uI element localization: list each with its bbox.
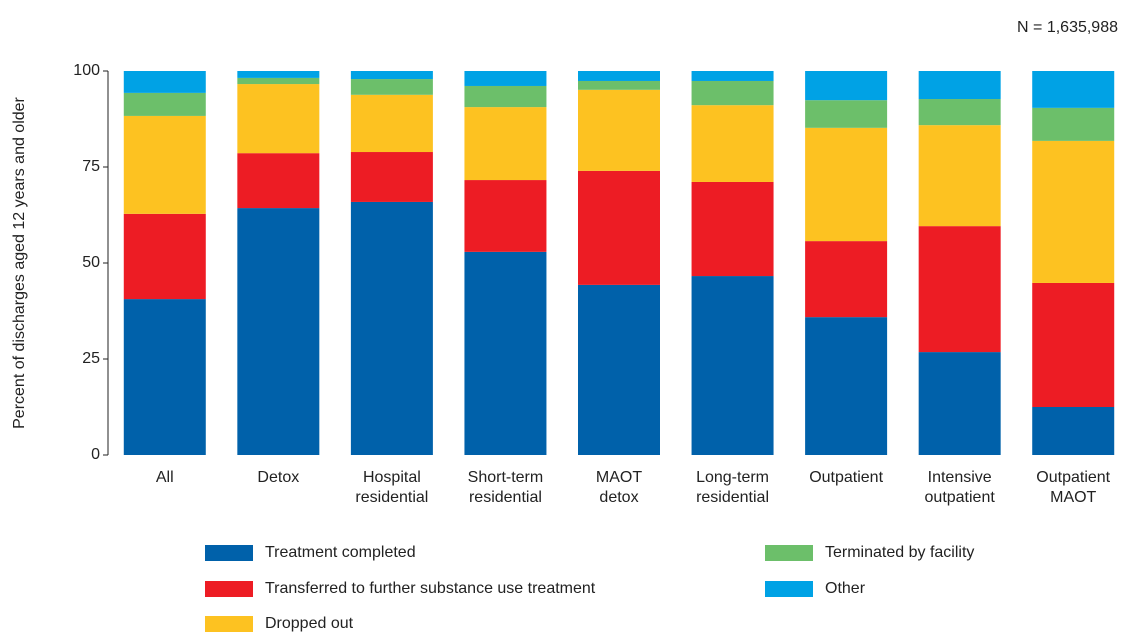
bar-segment [805,71,888,101]
x-tick-label: Short-term residential [467,469,544,506]
note: N = 1,635,988 [1017,19,1118,36]
legend-swatch [205,616,253,632]
bar-segment [350,201,433,455]
bar-segment [1032,282,1115,407]
bar-segment [237,208,320,455]
x-tick-label: Outpatient MAOT [1036,469,1111,506]
bar-segment [578,89,660,171]
bar-segment [1032,71,1115,108]
bar-segment [805,241,888,318]
bar-segment [691,276,774,455]
bar-segment [1032,107,1115,141]
bar-segment [464,251,547,455]
x-tick-label: All [155,469,174,486]
bar-segment [918,226,1001,353]
bar-segment [578,80,660,90]
x-tick-label: MAOT detox [595,469,643,506]
bar-segment [805,127,888,242]
y-tick-label: 25 [82,350,100,367]
bar-segment [464,71,547,86]
bar-segment [805,317,888,455]
legend-label: Transferred to further substance use tre… [265,580,596,597]
bar-segment [123,92,206,116]
bar-segment [1032,407,1115,455]
bar-segment [350,94,433,153]
y-tick-label: 75 [82,158,100,175]
bar-segment [237,77,320,85]
x-tick-label: Outpatient [809,469,884,486]
y-tick-label: 0 [91,446,100,463]
legend-label: Terminated by facility [825,544,974,561]
bar-segment [350,152,433,202]
bar-segment [237,71,320,78]
bar-segment [237,84,320,154]
y-tick-label: 50 [82,254,100,271]
bar-segment [918,71,1001,100]
bar-segment [123,115,206,214]
bar-segment [350,71,433,80]
y-tick-label: 100 [73,62,100,79]
bar-segment [691,80,774,106]
bar-segment [123,213,206,300]
bar-segment [691,181,774,277]
x-tick-label: Hospital residential [355,469,429,506]
y-axis-label: Percent of discharges aged 12 years and … [11,96,28,428]
bar-segment [350,79,433,95]
bar-segment [464,180,547,252]
bar-segment [691,71,774,81]
bar-segment [464,85,547,108]
bar-segment [123,299,206,455]
bar-segment [578,284,660,455]
legend-swatch [205,545,253,561]
legend-label: Treatment completed [265,544,416,561]
legend-swatch [205,581,253,597]
bar-segment [805,100,888,128]
bar-segment [918,99,1001,126]
bar-segment [237,153,320,209]
bar-segment [918,352,1001,455]
legend-label: Other [825,580,866,597]
bar-segment [578,71,660,81]
bar-segment [918,125,1001,227]
bar-segment [123,71,206,93]
legend-swatch [765,545,813,561]
x-tick-label: Intensive outpatient [924,469,995,506]
legend-swatch [765,581,813,597]
bar-segment [464,107,547,181]
x-tick-label: Long-term residential [696,469,770,506]
legend-label: Dropped out [265,615,354,632]
bar-segment [1032,140,1115,283]
bar-segment [691,105,774,182]
x-tick-label: Detox [257,469,300,486]
bar-segment [578,170,660,285]
